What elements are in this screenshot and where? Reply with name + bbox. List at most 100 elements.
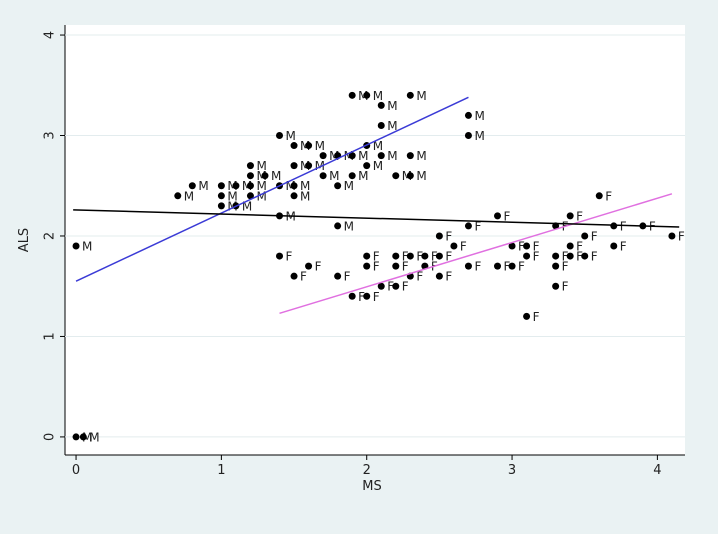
scatter-point: [566, 212, 574, 220]
scatter-point: [377, 282, 385, 290]
scatter-point: [377, 101, 385, 109]
point-label: F: [533, 250, 540, 264]
scatter-point: [421, 252, 429, 260]
scatter-point: [246, 162, 254, 170]
scatter-point: [450, 242, 458, 250]
scatter-point: [406, 252, 414, 260]
point-label: F: [445, 229, 452, 243]
point-label: F: [533, 310, 540, 324]
y-axis-label: ALS: [17, 228, 32, 252]
scatter-point: [72, 242, 80, 250]
scatter-point: [305, 262, 313, 270]
point-label: M: [227, 189, 237, 203]
point-label: F: [445, 270, 452, 284]
point-label: F: [474, 260, 481, 274]
y-tick-label: 4: [43, 31, 58, 39]
point-label: F: [678, 229, 685, 243]
scatter-point: [72, 433, 80, 441]
point-label: M: [242, 199, 252, 213]
scatter-point: [290, 192, 298, 200]
point-label: F: [402, 280, 409, 294]
scatter-point: [348, 172, 356, 180]
y-tick-label: 3: [43, 131, 58, 139]
scatter-point: [435, 232, 443, 240]
scatter-point: [464, 222, 472, 230]
plot-area: [65, 25, 685, 455]
scatter-point: [392, 252, 400, 260]
point-label: F: [605, 189, 612, 203]
point-label: F: [504, 209, 511, 223]
point-label: F: [504, 260, 511, 274]
point-label: M: [344, 219, 354, 233]
scatter-point: [334, 272, 342, 280]
fit-line: [73, 209, 680, 228]
point-label: F: [402, 250, 409, 264]
point-label: M: [344, 179, 354, 193]
scatter-point: [217, 182, 225, 190]
scatter-point: [363, 91, 371, 99]
y-tick-label: 2: [43, 232, 58, 240]
scatter-point: [552, 282, 560, 290]
scatter-point: [552, 262, 560, 270]
point-label: F: [416, 250, 423, 264]
scatter-point: [319, 172, 327, 180]
scatter-point: [363, 262, 371, 270]
scatter-point: [305, 142, 313, 150]
point-label: F: [591, 229, 598, 243]
point-label: F: [431, 250, 438, 264]
scatter-point: [246, 182, 254, 190]
point-label: F: [286, 250, 293, 264]
scatter-point: [435, 272, 443, 280]
point-label: F: [460, 240, 467, 254]
point-label: M: [416, 169, 426, 183]
point-label: M: [300, 179, 310, 193]
x-tick-label: 1: [217, 463, 225, 478]
point-label: F: [533, 240, 540, 254]
scatter-point: [464, 262, 472, 270]
point-label: M: [82, 240, 92, 254]
point-label: M: [387, 99, 397, 113]
scatter-point: [392, 262, 400, 270]
point-label: M: [474, 129, 484, 143]
scatter-point: [174, 192, 182, 200]
x-tick-label: 0: [72, 463, 80, 478]
point-label: F: [474, 219, 481, 233]
scatter-point: [377, 152, 385, 160]
scatter-point: [290, 162, 298, 170]
point-label: F: [518, 260, 525, 274]
x-tick-label: 3: [508, 463, 516, 478]
point-label: M: [315, 159, 325, 173]
scatter-point: [406, 152, 414, 160]
point-label: F: [402, 260, 409, 274]
point-label: M: [373, 139, 383, 153]
point-label: F: [591, 250, 598, 264]
scatter-point: [290, 272, 298, 280]
point-label: F: [416, 270, 423, 284]
scatter-point: [334, 222, 342, 230]
point-label: M: [416, 149, 426, 163]
point-label: F: [445, 250, 452, 264]
point-label: M: [198, 179, 208, 193]
scatter-point: [363, 292, 371, 300]
scatter-point: [552, 252, 560, 260]
point-label: M: [184, 189, 194, 203]
point-label: M: [474, 109, 484, 123]
fit-line: [75, 96, 469, 282]
scatter-point: [348, 91, 356, 99]
point-label: M: [358, 149, 368, 163]
point-label: M: [315, 139, 325, 153]
scatter-point: [523, 242, 531, 250]
point-label: M: [256, 159, 266, 173]
scatter-point: [508, 242, 516, 250]
scatter-point: [334, 182, 342, 190]
scatter-point: [523, 312, 531, 320]
scatter-point: [232, 182, 240, 190]
scatter-point: [217, 192, 225, 200]
point-label: F: [576, 240, 583, 254]
y-tick-label: 0: [43, 433, 58, 441]
scatter-point: [523, 252, 531, 260]
scatter-point: [261, 172, 269, 180]
point-label: M: [286, 129, 296, 143]
point-label: F: [620, 219, 627, 233]
